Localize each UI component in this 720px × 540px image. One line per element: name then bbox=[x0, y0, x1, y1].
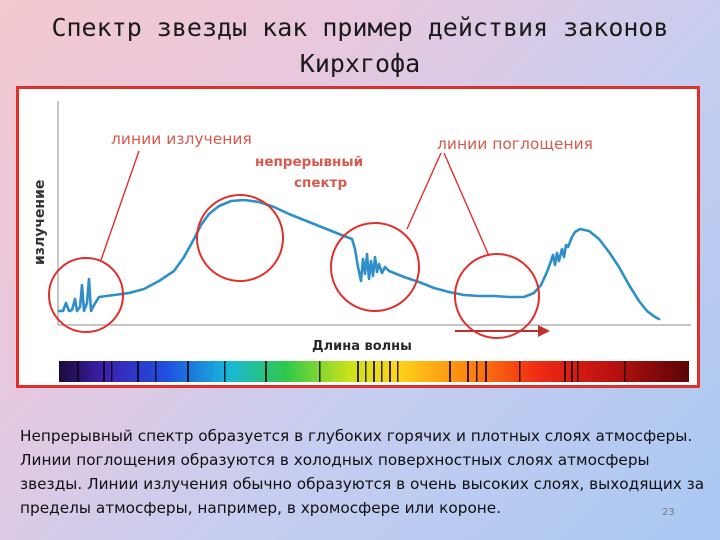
slide-title-line-2: Кирхгофа bbox=[299, 49, 421, 78]
absorption-lines-circle-2 bbox=[454, 253, 540, 339]
slide-title-line-1: Спектр звезды как пример действия законо… bbox=[51, 13, 669, 42]
continuous-spectrum-label-line-2: спектр bbox=[294, 175, 347, 191]
caption-text: Непрерывный спектр образуется в глубоких… bbox=[20, 427, 705, 517]
absorption-lines-circle-1 bbox=[330, 222, 420, 312]
emission-lines-label: линии излучения bbox=[111, 130, 252, 148]
slide-title: Спектр звезды как пример действия законо… bbox=[0, 10, 720, 82]
spectrum-curve bbox=[57, 198, 661, 321]
emission-callout-line bbox=[100, 150, 140, 261]
emission-lines-circle bbox=[48, 257, 124, 333]
absorption-callout-line-2 bbox=[443, 152, 490, 257]
continuous-spectrum-label-line-1: непрерывный bbox=[255, 154, 363, 170]
x-axis-label: Длина волны bbox=[312, 339, 412, 354]
spectrum-diagram: излучение линии излучения непрерывный сп… bbox=[32, 101, 691, 382]
page-number: 23 bbox=[662, 507, 675, 518]
absorption-lines-label: линии поглощения bbox=[437, 135, 593, 153]
continuous-spectrum-circle bbox=[196, 194, 284, 282]
y-axis-label: излучение bbox=[32, 180, 48, 265]
absorption-dark-lines bbox=[77, 361, 626, 382]
wavelength-arrow-head bbox=[538, 325, 550, 337]
spectrum-figure: излучение линии излучения непрерывный сп… bbox=[16, 86, 700, 388]
absorption-callout-line-1 bbox=[406, 152, 442, 230]
